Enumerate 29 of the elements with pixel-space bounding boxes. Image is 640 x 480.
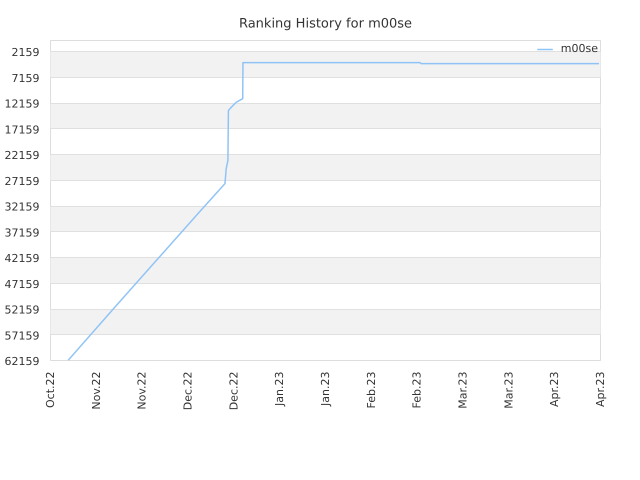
legend-label: m00se (560, 42, 598, 55)
y-tick-label: 32159 (4, 200, 40, 214)
y-tick-label: 12159 (4, 98, 40, 111)
line-series (67, 62, 600, 360)
x-tick-label: Dec.22 (182, 372, 194, 410)
x-tick-label: Apr.23 (594, 372, 607, 408)
x-tick-label: Mar.23 (502, 371, 516, 409)
y-tick-label: 52159 (4, 304, 40, 317)
x-tick-label: Dec.22 (227, 372, 240, 410)
y-tick-label: 17159 (4, 123, 40, 136)
y-tick-label: 22159 (4, 149, 40, 162)
y-tick-label: 62159 (4, 355, 40, 368)
x-tick-label: Feb.23 (364, 371, 378, 408)
chart-title: Ranking History for m00se (238, 16, 412, 32)
x-tick-label: Feb.23 (410, 371, 424, 408)
y-tick-label: 57159 (4, 329, 40, 342)
y-tick-label: 47159 (4, 278, 40, 291)
y-tick-label: 37159 (4, 226, 40, 240)
x-tick-label: Apr.23 (548, 372, 562, 408)
y-tick-label: 42159 (4, 252, 40, 266)
x-tick-label: Jan.23 (273, 371, 286, 407)
x-tick-label: Jan.23 (319, 371, 332, 407)
y-tick-label: 2159 (12, 46, 40, 60)
y-tick-label: 27159 (4, 174, 40, 188)
x-tick-label: Oct.22 (44, 371, 57, 408)
x-tick-label: Nov.22 (90, 372, 103, 410)
y-tick-label: 7159 (12, 72, 40, 85)
x-tick-label: Nov.22 (136, 372, 149, 410)
x-tick-label: Mar.23 (456, 371, 470, 409)
